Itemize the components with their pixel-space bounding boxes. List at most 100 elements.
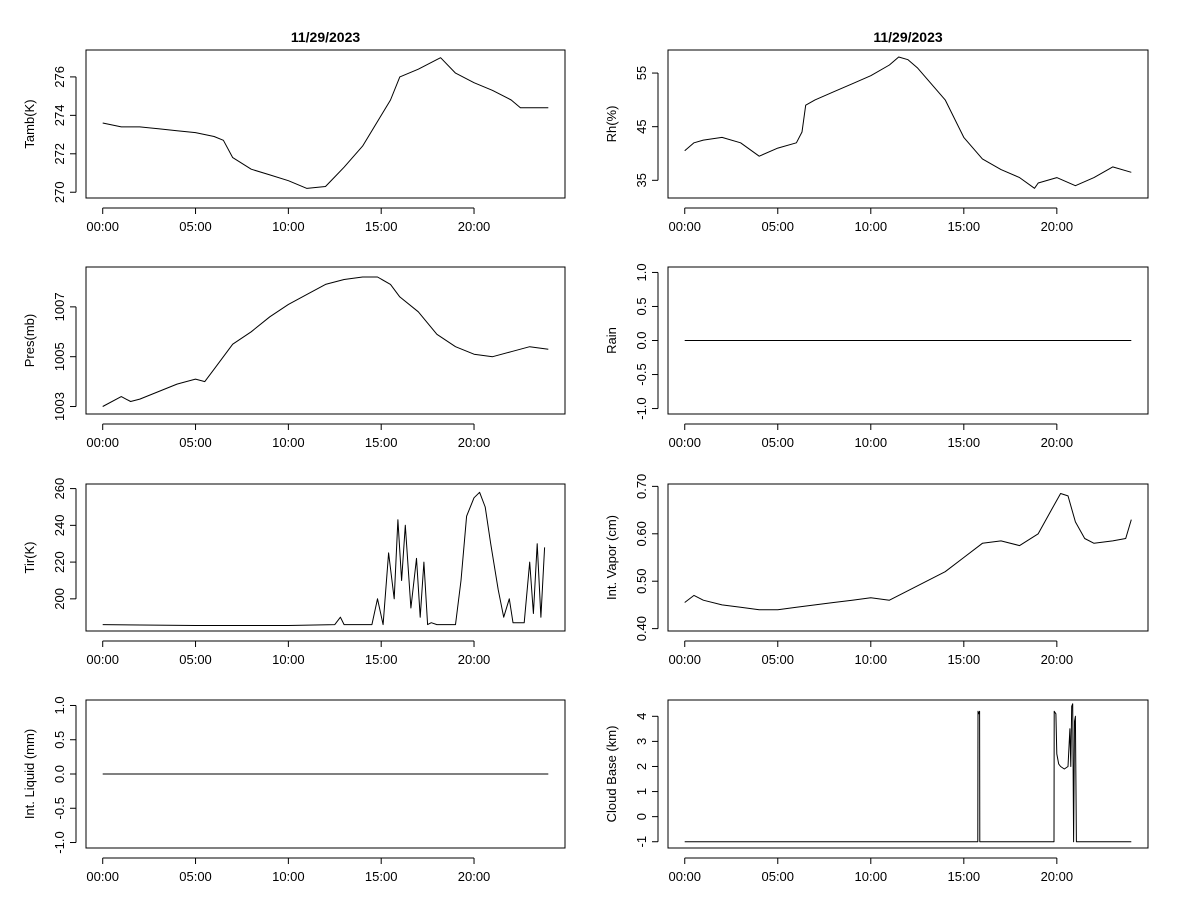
x-tick-label: 05:00	[179, 869, 212, 884]
x-tick-label: 00:00	[668, 652, 701, 667]
x-tick-label: 05:00	[761, 435, 794, 450]
x-tick-label: 00:00	[86, 219, 119, 234]
panel-8: 00:00 05:00 10:00 15:00 20:00 -1 0 1 2 3 4 Cloud Ba…	[604, 699, 1149, 884]
y-tick-label: 0.40	[634, 616, 649, 641]
plot-frame	[85, 699, 566, 849]
y-tick-label: 1003	[52, 392, 67, 421]
y-axis-label: Tir(K)	[22, 541, 37, 573]
x-tick-label: 15:00	[948, 869, 981, 884]
x-axis: 00:00 05:00 10:00 15:00 20:00	[668, 857, 1074, 884]
y-tick-label: 0.5	[52, 731, 67, 749]
y-tick-label: -1	[634, 836, 649, 848]
plot-frame	[667, 49, 1149, 199]
y-axis-label: Int. Liquid (mm)	[22, 729, 37, 819]
x-tick-label: 10:00	[272, 869, 305, 884]
panel-6: 00:00 05:00 10:00 15:00 20:00 0.40 0.50 0.60 0.7…	[604, 474, 1149, 667]
y-axis-label: Pres(mb)	[22, 314, 37, 367]
x-axis: 00:00 05:00 10:00 15:00 20:00	[86, 857, 491, 884]
y-tick-label: 276	[52, 66, 67, 88]
y-tick-label: -0.5	[634, 363, 649, 385]
x-tick-label: 10:00	[855, 435, 888, 450]
y-tick-label: -1.0	[634, 397, 649, 419]
y-tick-label: 1005	[52, 342, 67, 371]
y-tick-label: 270	[52, 181, 67, 203]
y-axis: 1003 1005 1007	[52, 292, 77, 421]
x-tick-label: 20:00	[1041, 869, 1074, 884]
x-tick-label: 15:00	[948, 219, 981, 234]
series-line	[102, 276, 549, 407]
x-tick-label: 15:00	[365, 652, 398, 667]
y-tick-label: 240	[52, 514, 67, 536]
x-tick-label: 20:00	[1041, 219, 1074, 234]
series-line	[102, 491, 546, 626]
y-tick-label: 45	[634, 119, 649, 133]
x-tick-label: 15:00	[365, 435, 398, 450]
x-tick-label: 00:00	[668, 869, 701, 884]
y-tick-label: 0.0	[634, 331, 649, 349]
y-tick-label: 1.0	[634, 263, 649, 281]
x-tick-label: 00:00	[86, 652, 119, 667]
x-axis: 00:00 05:00 10:00 15:00 20:00	[668, 640, 1074, 667]
plot-frame	[667, 266, 1149, 415]
y-tick-label: 1	[634, 788, 649, 795]
x-tick-label: 00:00	[668, 219, 701, 234]
x-tick-label: 10:00	[272, 435, 305, 450]
panel-7: 00:00 05:00 10:00 15:00 20:00 -1.0 -0.5 0.0 0.5 1…	[22, 696, 566, 884]
y-axis: 270 272 274 276	[52, 66, 77, 203]
x-tick-label: 05:00	[761, 869, 794, 884]
series-line	[684, 703, 1132, 843]
x-axis: 00:00 05:00 10:00 15:00 20:00	[86, 640, 491, 667]
panel-5: 00:00 05:00 10:00 15:00 20:00 200 220 240 260 Tir…	[22, 478, 566, 667]
y-tick-label: 274	[52, 104, 67, 126]
y-axis-label: Cloud Base (km)	[604, 726, 619, 823]
panel-4: 00:00 05:00 10:00 15:00 20:00 -1.0 -0.5 0.0 0.5 1…	[604, 263, 1149, 450]
x-tick-label: 20:00	[458, 435, 491, 450]
plot-frame	[85, 266, 566, 415]
x-tick-label: 15:00	[948, 435, 981, 450]
x-tick-label: 10:00	[855, 652, 888, 667]
x-tick-label: 00:00	[668, 435, 701, 450]
x-tick-label: 05:00	[179, 219, 212, 234]
y-tick-label: 35	[634, 173, 649, 187]
x-tick-label: 05:00	[761, 219, 794, 234]
y-axis: 0.40 0.50 0.60 0.70	[634, 474, 659, 641]
x-tick-label: 20:00	[1041, 652, 1074, 667]
x-tick-label: 10:00	[272, 652, 305, 667]
x-tick-label: 05:00	[179, 652, 212, 667]
x-tick-label: 05:00	[761, 652, 794, 667]
x-tick-label: 20:00	[458, 869, 491, 884]
x-tick-label: 10:00	[272, 219, 305, 234]
y-tick-label: 0	[634, 813, 649, 820]
y-tick-label: 4	[634, 713, 649, 720]
plot-frame	[667, 483, 1149, 632]
x-tick-label: 00:00	[86, 869, 119, 884]
y-tick-label: 1007	[52, 292, 67, 321]
x-tick-label: 20:00	[1041, 435, 1074, 450]
x-tick-label: 10:00	[855, 869, 888, 884]
y-tick-label: 3	[634, 738, 649, 745]
y-axis: -1.0 -0.5 0.0 0.5 1.0	[634, 263, 659, 420]
x-axis: 00:00 05:00 10:00 15:00 20:00	[86, 207, 491, 234]
x-tick-label: 10:00	[855, 219, 888, 234]
y-axis: 35 45 55	[634, 66, 659, 188]
x-tick-label: 00:00	[86, 435, 119, 450]
y-tick-label: -1.0	[52, 831, 67, 853]
x-tick-label: 20:00	[458, 219, 491, 234]
x-tick-label: 15:00	[948, 652, 981, 667]
y-tick-label: 260	[52, 478, 67, 500]
y-tick-label: 0.60	[634, 521, 649, 546]
y-tick-label: 2	[634, 763, 649, 770]
y-axis-label: Rain	[604, 327, 619, 354]
series-line	[102, 57, 549, 189]
x-tick-label: 15:00	[365, 219, 398, 234]
x-tick-label: 20:00	[458, 652, 491, 667]
plot-frame	[667, 699, 1149, 849]
x-axis: 00:00 05:00 10:00 15:00 20:00	[668, 423, 1074, 450]
y-tick-label: 272	[52, 143, 67, 165]
y-tick-label: 200	[52, 588, 67, 610]
chart-title: 11/29/2023	[291, 29, 361, 45]
y-axis-label: Rh(%)	[604, 106, 619, 143]
y-tick-label: 0.0	[52, 765, 67, 783]
series-line	[684, 493, 1132, 611]
